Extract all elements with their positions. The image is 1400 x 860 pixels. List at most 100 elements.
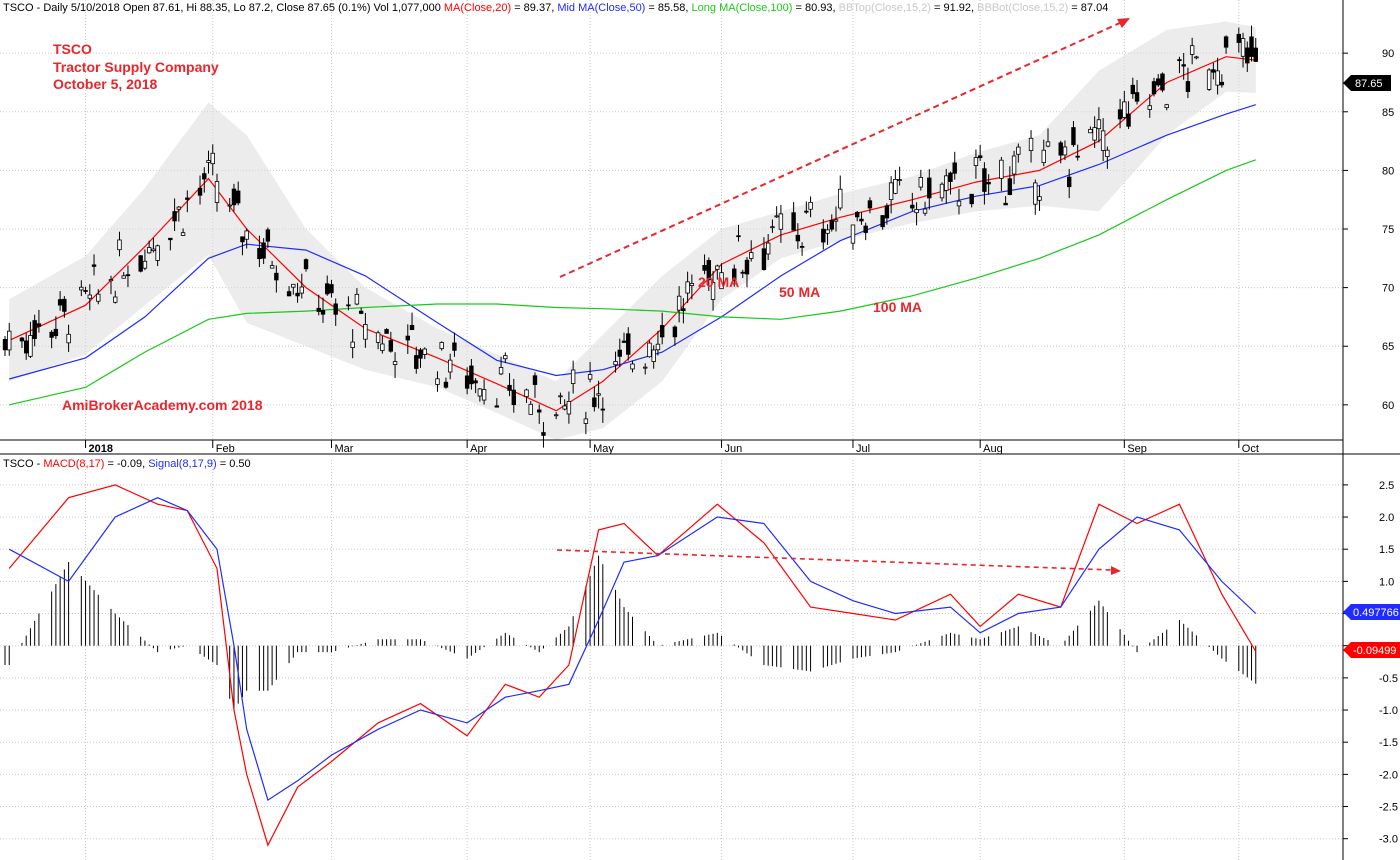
candle-body (87, 294, 92, 299)
candle-body (295, 292, 300, 297)
macd-last-badge: -0.09499 (1343, 642, 1400, 658)
y-tick-label: -3.0 (1379, 834, 1398, 846)
candle-body (91, 264, 97, 267)
candle-body (231, 188, 237, 206)
candle-body (108, 279, 114, 282)
candle-body (1134, 92, 1140, 102)
candle-body (749, 252, 754, 259)
candle-body (659, 325, 665, 338)
y-tick-label: 75 (1382, 224, 1394, 236)
candle-body (210, 152, 215, 165)
candle-body (418, 349, 423, 359)
ma-line-20 (8, 56, 1256, 412)
y-tick-label: -2.5 (1379, 802, 1398, 814)
candle-body (2, 338, 8, 351)
candle-body (325, 283, 330, 295)
candle-body (53, 328, 59, 337)
candle-body (329, 284, 334, 294)
candle-body (197, 187, 203, 196)
chart-date: October 5, 2018 (53, 76, 157, 92)
candle-body (715, 265, 720, 270)
candle-body (621, 340, 627, 343)
candle-body (49, 331, 54, 338)
candle-body (888, 182, 894, 201)
candle-body (261, 242, 266, 259)
candle-body (409, 324, 415, 331)
candle-body (206, 160, 211, 163)
candle-body (562, 405, 567, 410)
candle-body (1126, 113, 1131, 127)
candle-body (702, 265, 707, 271)
y-tick-label: -2.0 (1379, 769, 1398, 781)
candle-body (880, 215, 885, 228)
candle-body (626, 333, 631, 355)
candle-body (778, 213, 784, 230)
macd-header: TSCO - MACD(8,17) = -0.09, Signal(8,17,9… (3, 458, 251, 470)
macd-lines (8, 484, 1257, 847)
candle-body (982, 168, 987, 192)
candle-body (952, 162, 957, 174)
candle-body (600, 408, 606, 411)
candle-body (507, 384, 512, 391)
x-tick-label: Sep (1127, 443, 1147, 455)
candle-body (494, 405, 500, 408)
candle-body (532, 375, 538, 385)
candle-body (405, 335, 410, 341)
macd-divergence-arrow (556, 549, 1121, 575)
candle-body (914, 209, 919, 214)
candle-body (821, 228, 826, 243)
macd-line (8, 484, 1257, 847)
candle-body (439, 342, 444, 350)
candle-body (180, 232, 186, 236)
candle-body (583, 418, 589, 424)
candle-body (999, 159, 1004, 179)
candle-body (291, 283, 296, 288)
candle-body (537, 409, 542, 413)
candle-body (358, 310, 364, 314)
candle-body (676, 295, 682, 311)
candle-body (558, 395, 563, 398)
candle-body (138, 255, 143, 272)
candle-body (774, 215, 779, 218)
candle-body (1122, 101, 1127, 118)
candle-body (918, 177, 924, 188)
candle-body (1058, 142, 1063, 156)
ma20-label: 20 MA (698, 274, 739, 290)
candle-body (910, 204, 915, 209)
candle-body (346, 304, 351, 307)
candle-body (647, 342, 652, 358)
candle-body (948, 172, 953, 182)
candle-body (117, 239, 122, 251)
candle-body (570, 369, 576, 384)
candle-body (1185, 81, 1191, 92)
candle-body (1151, 81, 1157, 95)
signal-last-value: 0.497766 (1353, 607, 1399, 619)
ma100-label: 100 MA (873, 299, 922, 315)
candle-body (392, 361, 398, 365)
price-header: TSCO - Daily 5/10/2018 Open 87.61, Hi 88… (3, 2, 1108, 14)
candle-body (566, 401, 572, 415)
candle-body (672, 326, 678, 338)
candle-body (1240, 38, 1246, 57)
candle-body (1223, 36, 1229, 48)
candle-body (867, 200, 873, 209)
candle-body (524, 389, 529, 398)
candle-body (587, 374, 593, 380)
candle-body (185, 197, 190, 200)
candle-body (939, 183, 945, 199)
candle-body (443, 381, 449, 388)
candle-body (146, 247, 152, 254)
signal-line (8, 497, 1257, 802)
candle-body (125, 274, 131, 277)
candle-body (227, 204, 232, 207)
candle-body (1100, 130, 1106, 151)
candle-body (447, 359, 453, 373)
x-tick-label: Oct (1242, 443, 1259, 455)
candle-body (863, 225, 868, 233)
candle-body (592, 397, 597, 408)
ma-line-100 (9, 159, 1257, 406)
candle-body (464, 375, 470, 389)
candle-body (481, 389, 487, 401)
